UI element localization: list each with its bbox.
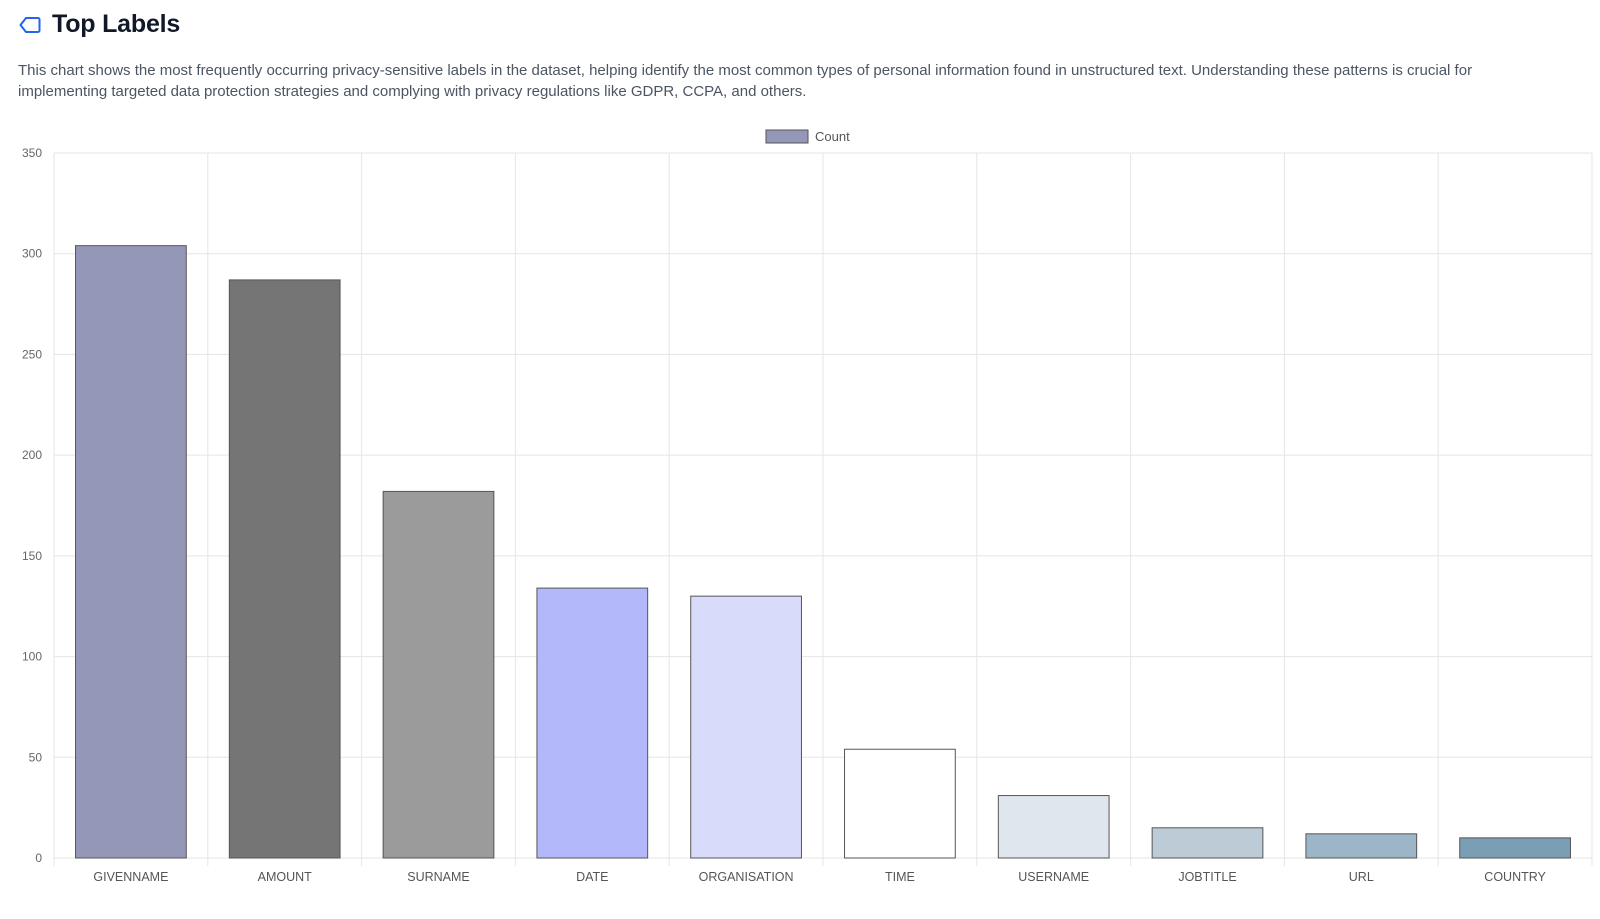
bar-organisation[interactable] xyxy=(690,595,802,859)
y-tick-label: 350 xyxy=(22,146,42,160)
x-tick-label: COUNTRY xyxy=(1484,870,1546,884)
x-tick-label: TIME xyxy=(885,870,915,884)
x-tick-label: ORGANISATION xyxy=(699,870,794,884)
y-tick-label: 50 xyxy=(29,750,43,764)
bar-surname[interactable] xyxy=(382,490,495,859)
bar-username[interactable] xyxy=(997,795,1110,859)
chart-svg: 0 50 100 150 200 250 300 350 GIVENNAME AMOUNT SUR… xyxy=(22,129,1593,884)
x-tick-label: DATE xyxy=(576,870,608,884)
x-axis-ticks: GIVENNAME AMOUNT SURNAME DATE ORGANISATION TI… xyxy=(93,870,1546,884)
legend-swatch[interactable] xyxy=(765,129,809,144)
bar-amount[interactable] xyxy=(228,279,341,859)
bar-url[interactable] xyxy=(1305,833,1418,859)
bar-givenname[interactable] xyxy=(75,245,187,859)
x-tick-label: SURNAME xyxy=(407,870,470,884)
y-axis-ticks: 0 50 100 150 200 250 300 350 xyxy=(22,146,42,865)
page-header: Top Labels xyxy=(18,10,180,39)
legend-label[interactable]: Count xyxy=(815,129,850,144)
chart-description: This chart shows the most frequently occ… xyxy=(18,62,1473,100)
bar-jobtitle[interactable] xyxy=(1151,827,1264,859)
x-tick-label: AMOUNT xyxy=(258,870,313,884)
y-tick-label: 300 xyxy=(22,247,42,261)
x-tick-label: USERNAME xyxy=(1018,870,1089,884)
y-tick-label: 150 xyxy=(22,549,42,563)
y-tick-label: 200 xyxy=(22,448,42,462)
bar-time[interactable] xyxy=(844,748,956,859)
bar-country[interactable] xyxy=(1459,837,1571,859)
x-tick-label: URL xyxy=(1349,870,1374,884)
chart-legend[interactable]: Count xyxy=(765,129,850,144)
bar-date[interactable] xyxy=(536,587,649,859)
label-tag-icon xyxy=(18,13,42,37)
y-tick-label: 0 xyxy=(35,851,42,865)
page-title: Top Labels xyxy=(52,10,181,38)
bar-chart: 0 50 100 150 200 250 300 350 GIVENNAME AMOUNT SUR… xyxy=(0,118,1600,908)
y-tick-label: 100 xyxy=(22,650,42,664)
x-tick-label: JOBTITLE xyxy=(1178,870,1236,884)
bars xyxy=(75,245,1571,859)
x-tick-label: GIVENNAME xyxy=(93,870,168,884)
y-tick-label: 250 xyxy=(22,347,42,361)
